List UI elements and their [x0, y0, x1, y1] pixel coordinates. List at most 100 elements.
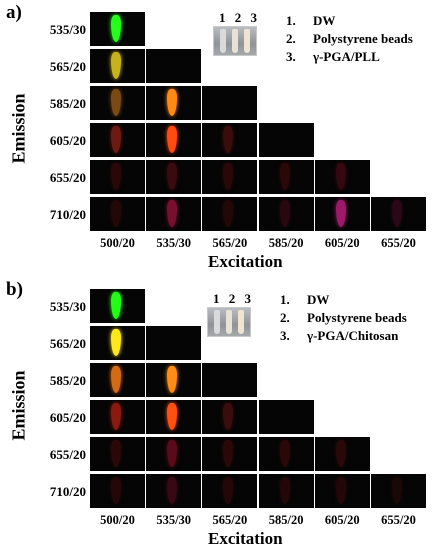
fluorescent-tube-spot [335, 477, 346, 504]
photo-tube-numbers: 1 2 3 [213, 291, 254, 306]
fluorescent-tube-spot [335, 200, 346, 227]
fluorescence-image-cell [146, 400, 202, 434]
emission-row-label: 535/30 [49, 22, 86, 37]
sample-tube [220, 29, 226, 53]
excitation-col-label: 655/20 [381, 513, 416, 527]
fluorescence-image-cell [314, 474, 370, 508]
fluorescent-tube-spot [167, 477, 178, 504]
fluorescence-image-cell [146, 474, 202, 508]
excitation-col-label: 535/30 [156, 236, 192, 250]
legend-item-number: 3. [280, 328, 290, 343]
fluorescent-tube-spot [392, 200, 402, 227]
fluorescent-tube-spot [335, 440, 346, 467]
excitation-col-label: 535/30 [156, 513, 192, 527]
fluorescent-tube-spot [111, 329, 121, 356]
figure-panel: b) Emission 535/30 565/20 585/20 605/20 655/20… [0, 277, 444, 552]
emission-row-label: 585/20 [49, 96, 86, 111]
fluorescence-image-cell [90, 12, 145, 46]
fluorescence-image-cell [146, 86, 202, 120]
fluorescence-image-cell [90, 86, 145, 120]
legend-item: 1. DW [280, 291, 407, 309]
legend-item: 2. Polystyrene beads [280, 309, 407, 327]
fluorescence-image-cell [90, 49, 145, 83]
fluorescent-tube-spot [111, 52, 121, 79]
fluorescent-tube-spot [111, 200, 121, 227]
excitation-col-label: 565/20 [212, 236, 248, 250]
legend-item-text: Polystyrene beads [313, 31, 413, 46]
fluorescent-tube-spot [167, 163, 178, 190]
fluorescence-image-cell [258, 474, 314, 508]
legend-item-number: 2. [286, 31, 296, 46]
legend-item-text: DW [313, 13, 336, 28]
emission-row-label: 565/20 [49, 336, 86, 351]
emission-row-label: 605/20 [49, 133, 86, 148]
sample-photo [207, 307, 251, 337]
fluorescence-image-cell [90, 474, 145, 508]
fluorescence-image-cell [90, 437, 145, 471]
y-axis-title: Emission [8, 93, 29, 164]
fluorescence-image-cell [202, 437, 258, 471]
fluorescence-image-cell [258, 437, 314, 471]
sample-tube [226, 310, 232, 334]
fluorescence-image-cell [371, 197, 426, 231]
fluorescence-image-cell [146, 363, 202, 397]
emission-row-label: 605/20 [49, 410, 86, 425]
fluorescent-tube-spot [223, 403, 234, 430]
fluorescent-tube-spot [111, 15, 121, 42]
legend-item-number: 2. [280, 310, 290, 325]
sample-legend: 1. DW 2. Polystyrene beads 3. γ-PGA/Chitosan [280, 291, 407, 345]
fluorescent-tube-spot [223, 163, 234, 190]
fluorescence-image-cell [258, 400, 314, 434]
excitation-col-label: 655/20 [381, 236, 416, 250]
sample-tube [232, 29, 238, 53]
excitation-col-label: 585/20 [268, 513, 304, 527]
photo-tube-numbers: 1 2 3 [219, 10, 260, 25]
fluorescence-image-cell [202, 400, 258, 434]
figure-panel: a) Emission 535/30 565/20 585/20 605/20 655/20… [0, 0, 444, 275]
legend-item-number: 1. [280, 292, 290, 307]
fluorescent-tube-spot [279, 163, 290, 190]
fluorescence-image-cell [202, 123, 258, 157]
fluorescent-tube-spot [111, 163, 121, 190]
legend-item: 3. γ-PGA/PLL [286, 48, 413, 66]
fluorescent-tube-spot [223, 200, 234, 227]
fluorescent-tube-spot [223, 440, 234, 467]
fluorescent-tube-spot [167, 89, 178, 116]
emission-row-label: 565/20 [49, 59, 86, 74]
y-axis-title: Emission [8, 370, 29, 441]
legend-item: 2. Polystyrene beads [286, 30, 413, 48]
excitation-col-label: 585/20 [268, 236, 304, 250]
emission-row-label: 710/20 [49, 484, 86, 499]
legend-item-number: 1. [286, 13, 296, 28]
fluorescent-tube-spot [167, 403, 178, 430]
panel-letter: b) [6, 279, 23, 300]
emission-row-label: 710/20 [49, 207, 86, 222]
fluorescent-tube-spot [111, 292, 121, 319]
fluorescence-image-cell [90, 326, 145, 360]
x-axis-title: Excitation [208, 252, 283, 271]
fluorescence-image-cell [146, 197, 202, 231]
fluorescence-image-cell [90, 160, 145, 194]
sample-tube [244, 29, 250, 53]
fluorescence-image-cell [146, 326, 202, 360]
legend-item: 1. DW [286, 12, 413, 30]
fluorescent-tube-spot [167, 440, 178, 467]
legend-item-text: γ-PGA/Chitosan [307, 328, 399, 343]
emission-row-label: 655/20 [49, 447, 86, 462]
x-axis-title: Excitation [208, 529, 283, 548]
fluorescence-image-cell [146, 49, 202, 83]
fluorescence-image-cell [314, 437, 370, 471]
fluorescent-tube-spot [279, 440, 290, 467]
fluorescence-image-cell [146, 123, 202, 157]
fluorescence-image-cell [202, 474, 258, 508]
fluorescent-tube-spot [167, 126, 178, 153]
fluorescence-image-cell [314, 197, 370, 231]
sample-tube [238, 310, 244, 334]
sample-tube [214, 310, 220, 334]
excitation-col-label: 565/20 [212, 513, 248, 527]
excitation-col-label: 605/20 [324, 513, 360, 527]
fluorescent-tube-spot [111, 366, 121, 393]
fluorescence-image-cell [371, 474, 426, 508]
fluorescent-tube-spot [279, 200, 290, 227]
fluorescence-image-cell [90, 363, 145, 397]
